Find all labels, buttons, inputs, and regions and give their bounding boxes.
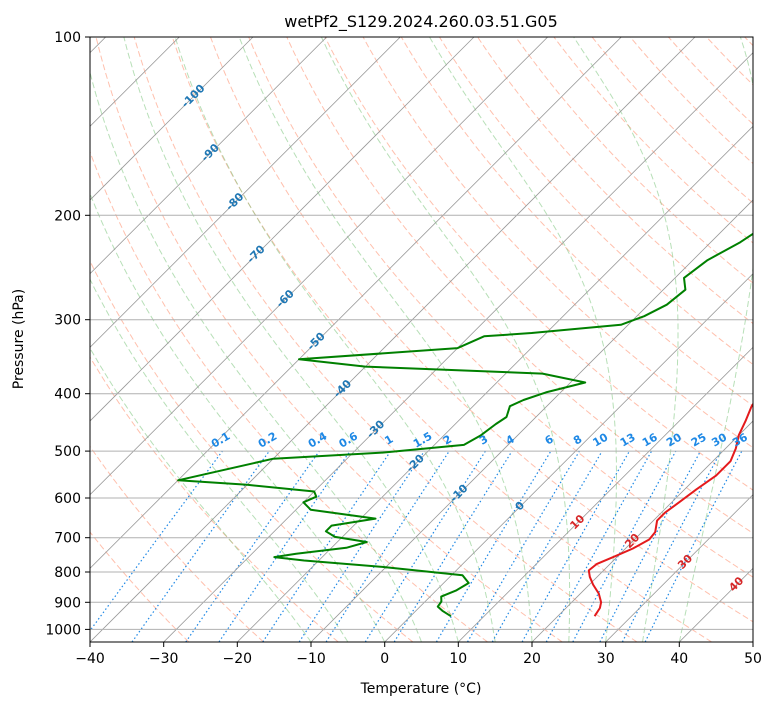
x-tick-label: −20: [223, 651, 253, 667]
moist-adiabat-line: [90, 347, 312, 642]
mixing-ratio-line: [262, 450, 392, 642]
axes: −40 −30 −20 −10 0 10 20 30 40 50 100 200 300 400 500 60…: [45, 30, 762, 667]
x-tick-label: 20: [523, 651, 541, 667]
mixing-ratio-line: [185, 450, 320, 642]
x-tick-label: −40: [75, 651, 105, 667]
moist-adiabat-line: [678, 37, 753, 642]
moist-adiabat-line: [320, 37, 571, 642]
isotherm-line: [90, 37, 548, 496]
mixing-ratio-line: [545, 450, 653, 642]
moist-adiabat-line: [90, 278, 349, 642]
dry-adiabat-line: [133, 37, 638, 642]
x-tick-label: 30: [597, 651, 615, 667]
y-tick-label: 900: [54, 595, 81, 611]
plot-frame: [89, 36, 754, 643]
isotherm-line: [384, 273, 753, 642]
y-tick-label: 200: [54, 208, 81, 224]
mixing-ratio-line: [131, 450, 270, 642]
isotherm-line: [90, 37, 254, 201]
x-tick-label: −30: [149, 651, 179, 667]
dry-adiabat-line: [90, 356, 339, 642]
temperature-profile-line: [587, 402, 753, 617]
y-tick-label: 300: [54, 313, 81, 329]
moist-adiabat-line: [174, 37, 496, 642]
moist-adiabat-line: [123, 37, 459, 642]
mixing-ratio-line: [644, 450, 743, 642]
x-axis-label: Temperature (°C): [360, 681, 482, 697]
y-tick-label: 700: [54, 531, 81, 547]
x-tick-label: 10: [449, 651, 467, 667]
moist-adiabat-line: [429, 37, 617, 642]
y-tick-label: 100: [54, 30, 81, 46]
x-tick-label: −10: [296, 651, 326, 667]
dry-adiabat-line: [248, 37, 753, 578]
isotherm-line: [163, 52, 753, 642]
mixing-ratio-line: [521, 450, 631, 642]
dry-adiabat-line: [90, 445, 264, 642]
mixing-ratio-line: [572, 450, 677, 642]
x-tick-label: 0: [380, 651, 389, 667]
dry-adiabat-line: [515, 37, 753, 284]
y-axis-label: Pressure (hPa): [11, 289, 27, 389]
isotherm-line: [90, 37, 622, 569]
dry-adiabat-line: [90, 150, 488, 642]
dry-adiabat-line: [95, 37, 563, 642]
data-series-layer: [177, 232, 753, 618]
dry-adiabat-line: [210, 37, 753, 623]
mixing-ratio-line: [90, 450, 223, 632]
mixing-ratio-line: [325, 450, 450, 642]
mixing-ratio-line: [218, 450, 351, 642]
dry-adiabat-line: [438, 37, 753, 366]
moist-adiabat-line: [573, 37, 679, 642]
y-tick-label: 1000: [45, 622, 81, 638]
isotherm-line: [90, 37, 696, 642]
x-tick-label: 40: [670, 651, 688, 667]
isotherm-line: [531, 420, 753, 642]
dry-adiabat-line: [90, 531, 190, 642]
moist-adiabat-line: [238, 37, 533, 642]
y-tick-label: 400: [54, 387, 81, 403]
isotherm-line: [90, 37, 401, 348]
isotherm-line: [458, 346, 753, 642]
isotherm-line: [310, 199, 753, 642]
y-tick-label: 800: [54, 565, 81, 581]
x-tick-label: 50: [744, 651, 762, 667]
y-tick-label: 600: [54, 491, 81, 507]
dry-adiabat-line: [400, 37, 753, 407]
plot-background-grid: [90, 37, 753, 642]
y-tick-label: 500: [54, 444, 81, 460]
dry-adiabat-line: [171, 37, 712, 642]
chart-title: wetPf2_S129.2024.260.03.51.G05: [284, 12, 558, 32]
moist-adiabat-line: [90, 70, 422, 642]
mixing-ratio-line: [393, 450, 513, 642]
isotherm-line: [90, 37, 475, 422]
isotherm-line: [237, 125, 753, 642]
dewpoint-profile-line: [177, 232, 753, 618]
isotherm-line: [605, 494, 753, 642]
isotherm-line: [90, 37, 327, 275]
